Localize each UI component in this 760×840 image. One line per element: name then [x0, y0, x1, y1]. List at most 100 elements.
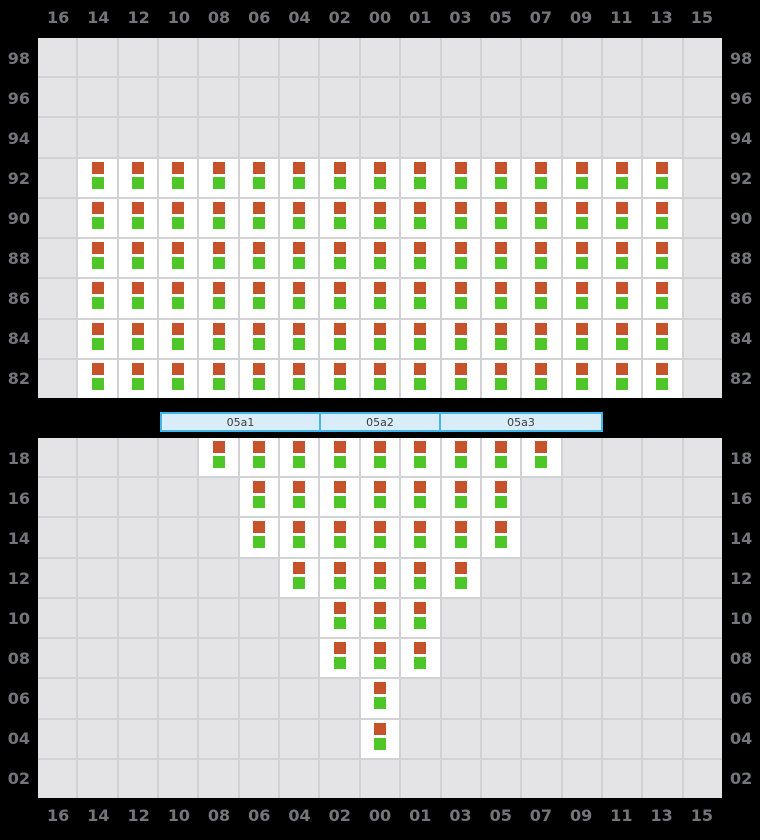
seat-cell-82-06[interactable]	[239, 359, 279, 398]
seat-cell-90-04[interactable]	[280, 198, 319, 238]
seat-cell-92-03[interactable]	[441, 158, 480, 197]
seat-cell-86-06[interactable]	[239, 279, 279, 318]
seat-cell-92-00[interactable]	[360, 158, 400, 197]
seat-cell-88-09[interactable]	[562, 239, 601, 278]
seat-cell-90-06[interactable]	[239, 198, 279, 238]
seat-cell-12-04[interactable]	[280, 558, 319, 597]
seat-cell-86-10[interactable]	[159, 279, 198, 318]
seat-cell-86-14[interactable]	[78, 279, 117, 318]
seat-cell-88-12[interactable]	[118, 239, 158, 278]
seat-cell-84-02[interactable]	[320, 319, 359, 358]
seat-cell-14-03[interactable]	[441, 518, 480, 557]
seat-cell-86-08[interactable]	[199, 279, 238, 318]
seat-cell-90-03[interactable]	[441, 198, 480, 238]
seat-cell-14-01[interactable]	[401, 518, 440, 557]
seat-cell-90-12[interactable]	[118, 198, 158, 238]
seat-cell-92-06[interactable]	[239, 158, 279, 197]
seat-cell-10-02[interactable]	[320, 598, 359, 638]
seat-cell-90-11[interactable]	[602, 198, 642, 238]
seat-cell-08-00[interactable]	[360, 639, 400, 678]
seat-cell-86-04[interactable]	[280, 279, 319, 318]
seat-cell-84-14[interactable]	[78, 319, 117, 358]
section-segment-05a1[interactable]: 05a1	[160, 412, 321, 432]
seat-cell-92-04[interactable]	[280, 158, 319, 197]
seat-cell-18-06[interactable]	[239, 438, 279, 477]
seat-cell-18-07[interactable]	[522, 438, 561, 477]
seat-cell-88-01[interactable]	[401, 239, 440, 278]
seat-cell-86-03[interactable]	[441, 279, 480, 318]
seat-cell-14-06[interactable]	[239, 518, 279, 557]
seat-cell-86-13[interactable]	[643, 279, 682, 318]
seat-cell-18-01[interactable]	[401, 438, 440, 477]
seat-cell-92-12[interactable]	[118, 158, 158, 197]
seat-cell-88-13[interactable]	[643, 239, 682, 278]
seat-cell-84-11[interactable]	[602, 319, 642, 358]
seat-cell-04-00[interactable]	[360, 719, 400, 758]
seat-cell-82-01[interactable]	[401, 359, 440, 398]
section-segment-05a2[interactable]: 05a2	[319, 412, 441, 432]
seat-cell-88-06[interactable]	[239, 239, 279, 278]
seat-cell-86-01[interactable]	[401, 279, 440, 318]
seat-cell-84-06[interactable]	[239, 319, 279, 358]
seat-cell-84-01[interactable]	[401, 319, 440, 358]
seat-cell-16-01[interactable]	[401, 478, 440, 517]
seat-cell-92-14[interactable]	[78, 158, 117, 197]
seat-cell-82-04[interactable]	[280, 359, 319, 398]
seat-cell-82-11[interactable]	[602, 359, 642, 398]
seat-cell-82-08[interactable]	[199, 359, 238, 398]
seat-cell-82-02[interactable]	[320, 359, 359, 398]
seat-cell-82-00[interactable]	[360, 359, 400, 398]
seat-cell-88-04[interactable]	[280, 239, 319, 278]
seat-cell-14-02[interactable]	[320, 518, 359, 557]
seat-cell-10-01[interactable]	[401, 598, 440, 638]
seat-cell-88-02[interactable]	[320, 239, 359, 278]
seat-cell-82-07[interactable]	[522, 359, 561, 398]
seat-cell-90-13[interactable]	[643, 198, 682, 238]
seat-cell-16-05[interactable]	[481, 478, 521, 517]
seat-cell-88-07[interactable]	[522, 239, 561, 278]
seat-cell-88-11[interactable]	[602, 239, 642, 278]
seat-cell-18-04[interactable]	[280, 438, 319, 477]
seat-cell-12-03[interactable]	[441, 558, 480, 597]
seat-cell-84-10[interactable]	[159, 319, 198, 358]
seat-cell-88-05[interactable]	[481, 239, 521, 278]
seat-cell-90-14[interactable]	[78, 198, 117, 238]
seat-cell-18-00[interactable]	[360, 438, 400, 477]
seat-cell-90-10[interactable]	[159, 198, 198, 238]
seat-cell-90-05[interactable]	[481, 198, 521, 238]
seat-cell-92-01[interactable]	[401, 158, 440, 197]
seat-cell-16-02[interactable]	[320, 478, 359, 517]
seat-cell-10-00[interactable]	[360, 598, 400, 638]
seat-cell-18-05[interactable]	[481, 438, 521, 477]
seat-cell-14-04[interactable]	[280, 518, 319, 557]
seat-cell-82-09[interactable]	[562, 359, 601, 398]
seat-cell-12-02[interactable]	[320, 558, 359, 597]
seat-cell-90-08[interactable]	[199, 198, 238, 238]
seat-cell-92-10[interactable]	[159, 158, 198, 197]
seat-cell-84-05[interactable]	[481, 319, 521, 358]
seat-cell-06-00[interactable]	[360, 679, 400, 718]
seat-cell-86-00[interactable]	[360, 279, 400, 318]
seat-cell-16-03[interactable]	[441, 478, 480, 517]
seat-cell-90-02[interactable]	[320, 198, 359, 238]
seat-cell-14-05[interactable]	[481, 518, 521, 557]
seat-cell-84-00[interactable]	[360, 319, 400, 358]
seat-cell-82-12[interactable]	[118, 359, 158, 398]
seat-cell-08-02[interactable]	[320, 639, 359, 678]
seat-cell-84-13[interactable]	[643, 319, 682, 358]
seat-cell-82-14[interactable]	[78, 359, 117, 398]
seat-cell-84-07[interactable]	[522, 319, 561, 358]
seat-cell-86-09[interactable]	[562, 279, 601, 318]
seat-cell-86-02[interactable]	[320, 279, 359, 318]
seat-cell-14-00[interactable]	[360, 518, 400, 557]
seat-cell-88-08[interactable]	[199, 239, 238, 278]
seat-cell-90-01[interactable]	[401, 198, 440, 238]
seat-cell-92-09[interactable]	[562, 158, 601, 197]
seat-cell-18-03[interactable]	[441, 438, 480, 477]
seat-cell-88-10[interactable]	[159, 239, 198, 278]
seat-cell-86-12[interactable]	[118, 279, 158, 318]
seat-cell-88-14[interactable]	[78, 239, 117, 278]
seat-cell-16-00[interactable]	[360, 478, 400, 517]
seat-cell-82-05[interactable]	[481, 359, 521, 398]
seat-cell-84-03[interactable]	[441, 319, 480, 358]
